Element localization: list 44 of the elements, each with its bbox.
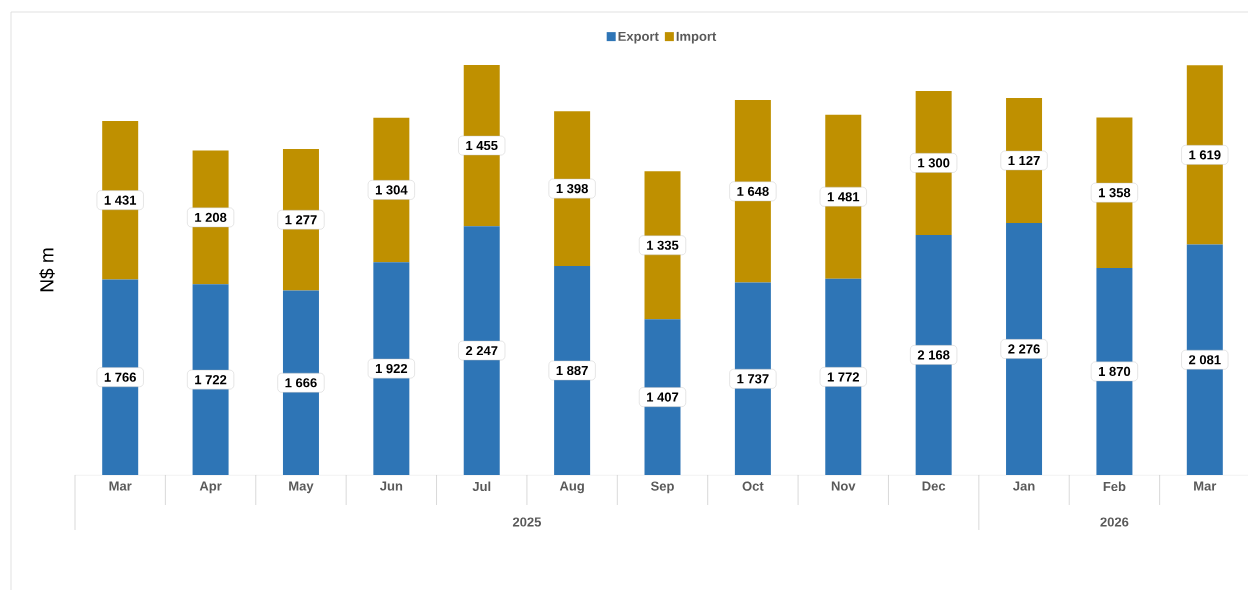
data-label: 1 398 <box>556 183 588 194</box>
data-label: 1 431 <box>104 195 137 205</box>
x-tick-label: Apr <box>199 481 222 494</box>
x-tick-label: Nov <box>831 481 856 491</box>
x-tick-label: Oct <box>742 481 764 491</box>
data-label: 1 737 <box>737 374 769 384</box>
data-label: 1 358 <box>1098 188 1131 198</box>
data-label: 2 276 <box>1008 344 1040 354</box>
data-label: 1 407 <box>647 392 679 402</box>
data-label: 1 277 <box>285 215 317 225</box>
data-label: 2 168 <box>917 350 950 360</box>
data-label: 1 666 <box>285 378 317 388</box>
x-tick-label: Feb <box>1103 481 1126 492</box>
data-label: 1 208 <box>195 212 227 222</box>
data-label: 1 300 <box>918 158 950 168</box>
data-label: 1 335 <box>647 240 679 250</box>
data-label: 1 772 <box>827 372 859 382</box>
data-label: 1 722 <box>195 375 227 385</box>
legend-label: Export <box>618 31 659 44</box>
data-label: 2 081 <box>1189 355 1221 365</box>
y-axis-title: N$ m <box>39 248 55 292</box>
x-tick-label: Jan <box>1013 481 1035 491</box>
x-tick-label: Mar <box>1194 481 1217 491</box>
x-tick-label: Jul <box>472 481 491 492</box>
text: 2026 <box>1100 517 1129 527</box>
data-label: 1 766 <box>104 372 136 382</box>
x-tick-label: Dec <box>922 481 946 491</box>
x-tick-label: Sep <box>650 481 674 494</box>
data-label: 1 922 <box>375 363 408 374</box>
x-tick-label: Aug <box>559 481 584 494</box>
data-label: 1 619 <box>1189 150 1221 160</box>
data-label: 1 887 <box>556 365 588 376</box>
legend-label: Import <box>676 31 717 44</box>
data-label: 1 127 <box>1008 155 1040 166</box>
x-tick-label: May <box>289 481 314 494</box>
x-tick-label: Mar <box>109 481 132 491</box>
data-label: 1 481 <box>827 192 860 202</box>
data-label: 1 648 <box>737 186 769 196</box>
data-label: 1 455 <box>466 141 498 151</box>
data-label: 1 870 <box>1098 366 1131 377</box>
text: 2025 <box>512 517 542 527</box>
x-tick-label: Jun <box>380 481 403 491</box>
data-label: 1 304 <box>375 185 408 195</box>
data-label: 2 247 <box>465 346 498 356</box>
